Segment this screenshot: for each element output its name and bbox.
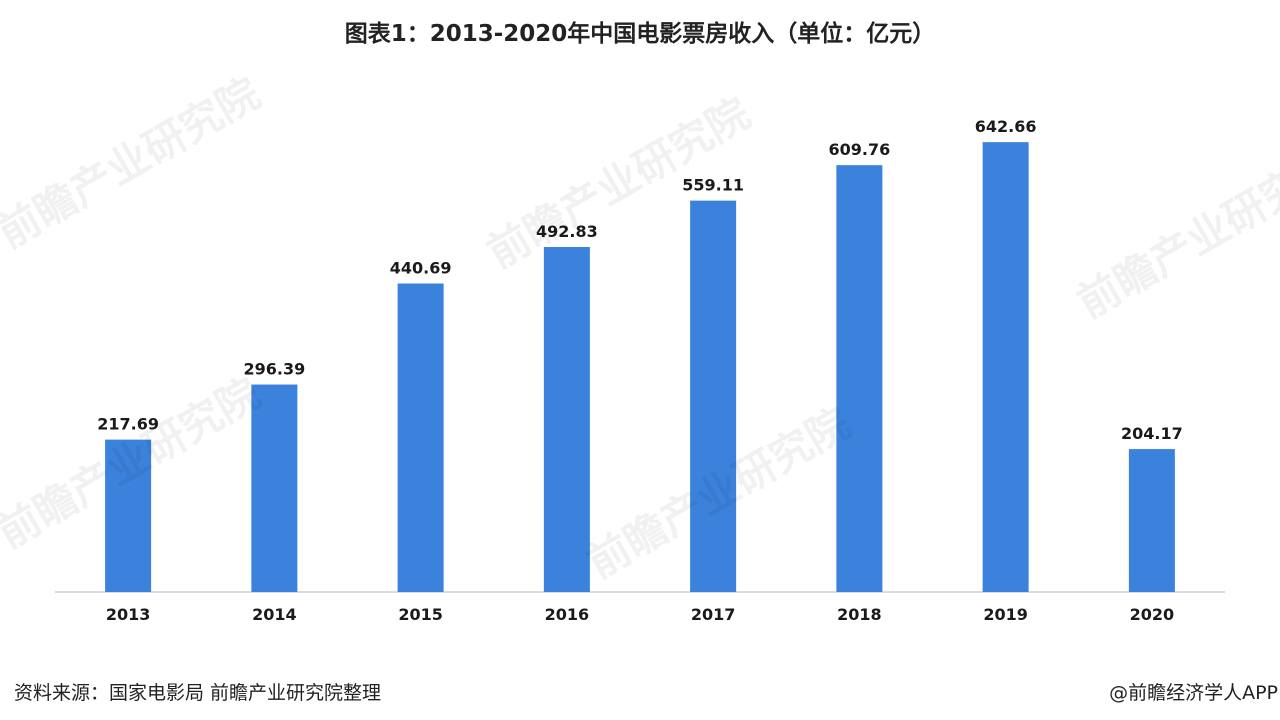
x-tick-label-2018: 2018 [837, 605, 882, 624]
bar-2014 [251, 384, 298, 592]
data-label-2017: 559.11 [682, 176, 744, 195]
x-tick-label-2017: 2017 [691, 605, 736, 624]
bar-2020 [1128, 449, 1175, 592]
data-label-2013: 217.69 [97, 415, 159, 434]
x-tick-label-2013: 2013 [106, 605, 151, 624]
x-tick-label-2019: 2019 [983, 605, 1028, 624]
bar-2017 [690, 200, 737, 593]
bar-2018 [836, 165, 883, 592]
data-label-2020: 204.17 [1121, 424, 1183, 443]
chart-title: 图表1：2013-2020年中国电影票房收入（单位：亿元） [344, 21, 936, 47]
bar-2016 [543, 247, 590, 593]
data-label-2018: 609.76 [829, 140, 891, 159]
x-tick-label-2014: 2014 [252, 605, 297, 624]
x-tick-label-2016: 2016 [545, 605, 590, 624]
bar-2013 [105, 439, 152, 592]
bar-2015 [397, 283, 444, 592]
data-label-2019: 642.66 [975, 117, 1037, 136]
data-label-2014: 296.39 [244, 360, 306, 379]
x-tick-label-2015: 2015 [398, 605, 443, 624]
source-note: 资料来源：国家电影局 前瞻产业研究院整理 [14, 682, 382, 704]
credit-note: @前瞻经济学人APP [1109, 682, 1278, 704]
bar-2019 [982, 142, 1029, 592]
x-tick-label-2020: 2020 [1130, 605, 1175, 624]
data-label-2016: 492.83 [536, 222, 598, 241]
data-label-2015: 440.69 [390, 259, 452, 278]
